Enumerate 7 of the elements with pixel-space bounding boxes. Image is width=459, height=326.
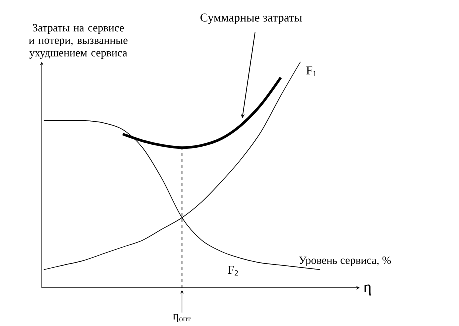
y-axis-title: Затраты на сервисе и потери, вызванные ухудшением сервиса xyxy=(29,24,128,59)
text: η xyxy=(364,284,372,296)
text: η$_{опт}$ xyxy=(173,314,191,322)
x-axis-title: Уровень сервиса, % xyxy=(299,256,392,266)
series-label: F$_{2}$ xyxy=(228,266,238,276)
text: Суммарные затраты xyxy=(200,14,302,24)
series-label: F$_{1}$ xyxy=(306,66,316,76)
